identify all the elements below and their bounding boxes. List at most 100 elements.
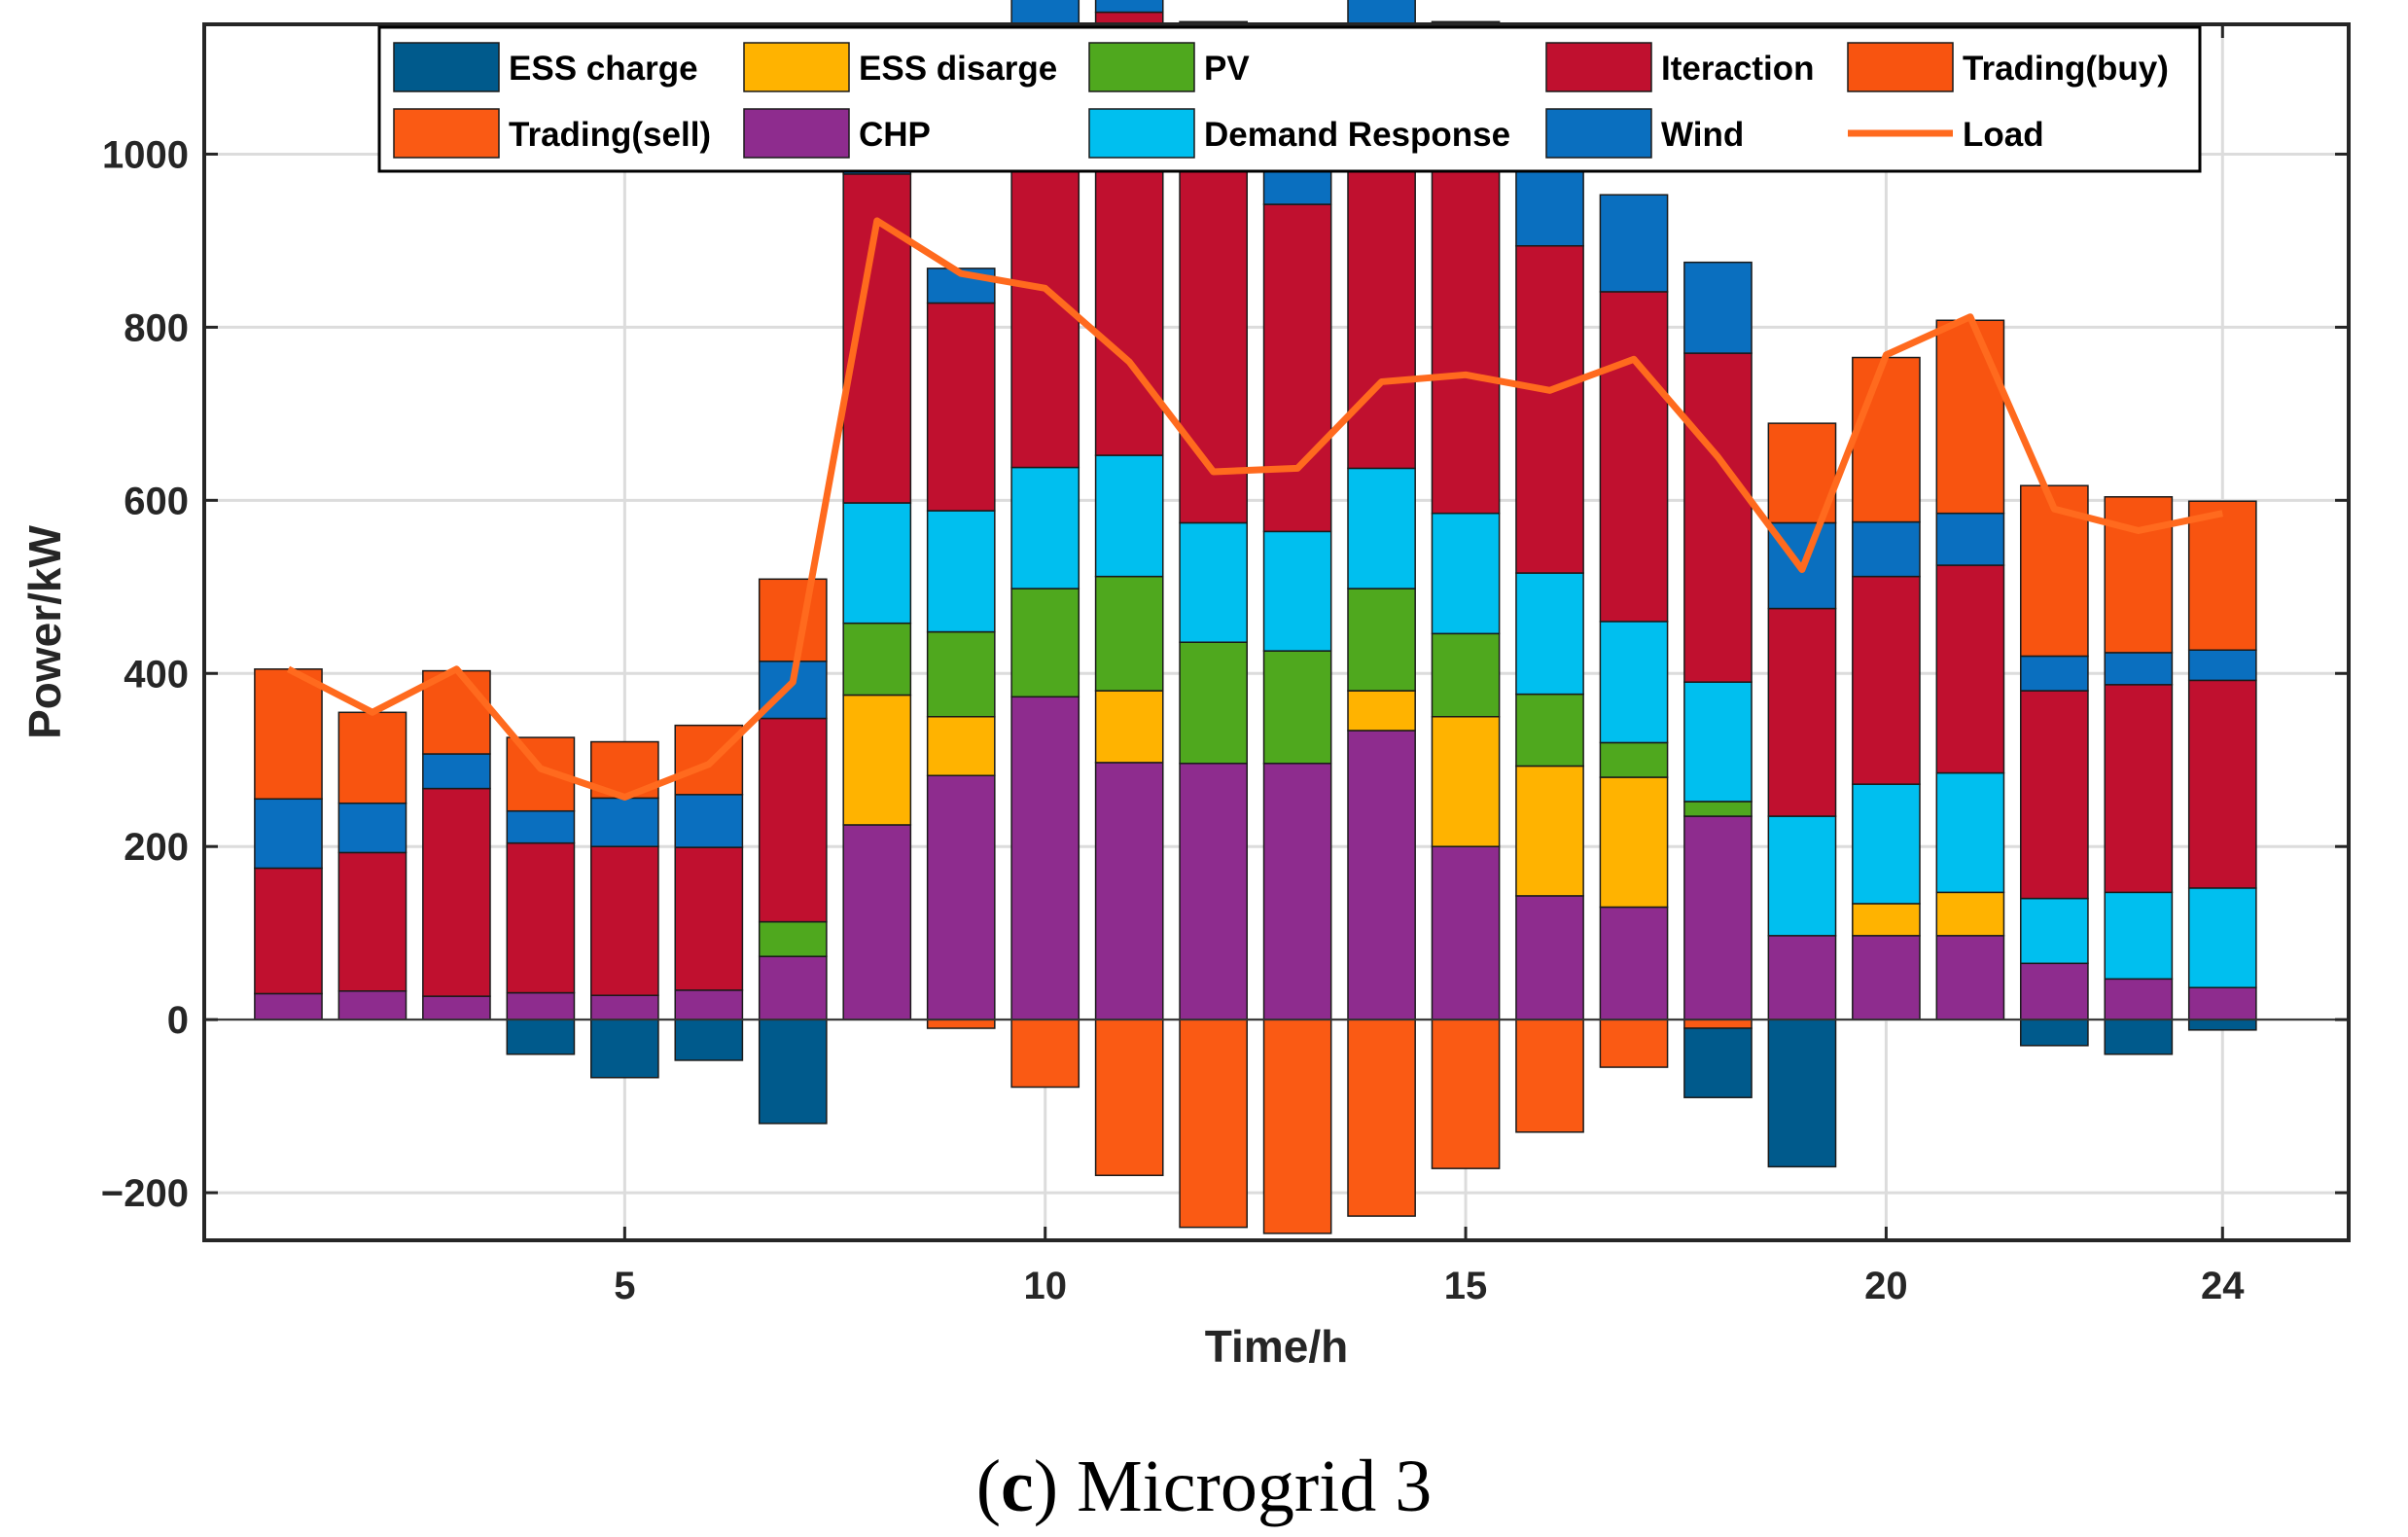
bar-wind xyxy=(1599,194,1669,293)
bar-interaction xyxy=(422,787,491,997)
legend-label-trading_buy: Trading(buy) xyxy=(1963,50,2169,88)
bar-demand_response xyxy=(2187,887,2257,988)
bar-chp xyxy=(422,995,491,1020)
bar-wind xyxy=(2020,655,2089,692)
bar-chp xyxy=(1010,696,1080,1020)
bars xyxy=(254,0,2257,1234)
bar-ess_charge xyxy=(1767,1019,1837,1168)
bar-demand_response xyxy=(2104,891,2174,981)
bar-pv xyxy=(1010,588,1080,698)
y-tick-label: 0 xyxy=(167,999,189,1042)
bar-chp xyxy=(1683,815,1753,1020)
bar-interaction xyxy=(1935,564,2005,774)
bar-demand_response xyxy=(1262,530,1332,652)
axis-ticks: −200 0 200 400 600 800 1000 5 10 15 20 24 xyxy=(101,24,2349,1307)
bar-interaction xyxy=(2104,684,2174,894)
bar-wind xyxy=(1515,159,1584,247)
series-line-load xyxy=(286,217,2223,801)
legend-label-ess_discharge: ESS disarge xyxy=(859,50,1057,88)
caption-paren-open: ( xyxy=(976,1446,1001,1527)
bar-ess_charge xyxy=(758,1019,828,1125)
bar-interaction xyxy=(674,846,744,991)
x-axis-label: Time/h xyxy=(1205,1321,1348,1372)
bar-chp xyxy=(1935,935,2005,1020)
x-tick-label: 20 xyxy=(1864,1265,1908,1307)
bar-ess_charge xyxy=(2104,1019,2174,1055)
bar-wind xyxy=(1683,261,1753,354)
bar-wind xyxy=(337,802,407,854)
legend-swatch-interaction xyxy=(1545,42,1652,92)
y-tick-label: 200 xyxy=(124,826,189,869)
y-tick-label: −200 xyxy=(101,1172,189,1215)
bar-interaction xyxy=(1599,291,1669,623)
bar-chp xyxy=(926,774,996,1020)
bar-pv xyxy=(758,920,828,957)
bar-demand_response xyxy=(1010,466,1080,590)
bar-ess_discharge xyxy=(926,715,996,776)
bar-trading_sell xyxy=(1347,1019,1416,1217)
legend-label-trading_sell: Trading(sell) xyxy=(509,116,711,154)
bar-pv xyxy=(1094,575,1164,692)
bar-wind xyxy=(1935,512,2005,566)
bar-demand_response xyxy=(1683,681,1753,803)
x-tick-label: 5 xyxy=(614,1265,635,1307)
bar-trading_sell xyxy=(1431,1019,1501,1169)
bar-trading_buy xyxy=(254,668,323,801)
bar-demand_response xyxy=(1347,467,1416,590)
bar-ess_charge xyxy=(590,1019,659,1079)
bar-pv xyxy=(1683,801,1753,817)
legend-swatch-wind xyxy=(1545,108,1652,159)
legend-label-wind: Wind xyxy=(1661,116,1744,154)
bar-wind xyxy=(590,797,659,847)
bar-trading_buy xyxy=(422,669,491,755)
bar-pv xyxy=(1262,650,1332,765)
bar-pv xyxy=(1179,641,1248,765)
bar-trading_sell xyxy=(1515,1019,1584,1133)
bar-demand_response xyxy=(2020,897,2089,965)
plot-frame xyxy=(202,22,2351,1242)
bar-chp xyxy=(2104,978,2174,1020)
legend-label-load: Load xyxy=(1963,116,2044,154)
bar-demand_response xyxy=(926,510,996,633)
bar-interaction xyxy=(758,717,828,923)
x-tick-label: 15 xyxy=(1444,1265,1488,1307)
bar-chp xyxy=(1179,763,1248,1020)
bar-ess_charge xyxy=(2020,1019,2089,1047)
bar-chp xyxy=(2187,986,2257,1020)
bar-interaction xyxy=(926,302,996,512)
bar-chp xyxy=(1599,906,1669,1020)
bar-wind xyxy=(2187,649,2257,682)
bar-chp xyxy=(1094,762,1164,1020)
bar-trading_sell xyxy=(1599,1019,1669,1068)
bar-interaction xyxy=(1852,575,1921,785)
bar-pv xyxy=(926,630,996,718)
bar-trading_sell xyxy=(1683,1019,1753,1029)
legend-swatch-trading_sell xyxy=(393,108,500,159)
bar-pv xyxy=(1515,693,1584,768)
legend-swatch-trading_buy xyxy=(1847,42,1954,92)
bar-chp xyxy=(1431,845,1501,1020)
bar-ess_discharge xyxy=(1431,715,1501,847)
bar-chp xyxy=(1262,763,1332,1020)
bar-interaction xyxy=(1767,607,1837,817)
bar-chp xyxy=(758,955,828,1020)
bar-trading_buy xyxy=(337,711,407,804)
bar-ess_charge xyxy=(1683,1027,1753,1098)
bar-chp xyxy=(1347,730,1416,1020)
bar-ess_discharge xyxy=(1599,776,1669,909)
legend-label-demand_response: Demand Response xyxy=(1204,116,1510,154)
bar-ess_charge xyxy=(2187,1019,2257,1031)
bar-wind xyxy=(1094,0,1164,14)
bar-pv xyxy=(1431,632,1501,718)
bar-wind xyxy=(2104,652,2174,686)
bar-chp xyxy=(842,824,912,1020)
bar-wind xyxy=(254,798,323,870)
bar-trading_buy xyxy=(1852,356,1921,523)
legend-label-ess_charge: ESS charge xyxy=(509,50,698,88)
legend-swatch-chp xyxy=(743,108,850,159)
legend-label-chp: CHP xyxy=(859,116,931,154)
bar-ess_discharge xyxy=(1515,765,1584,897)
bar-ess_discharge xyxy=(1852,903,1921,937)
bar-ess_discharge xyxy=(842,694,912,826)
